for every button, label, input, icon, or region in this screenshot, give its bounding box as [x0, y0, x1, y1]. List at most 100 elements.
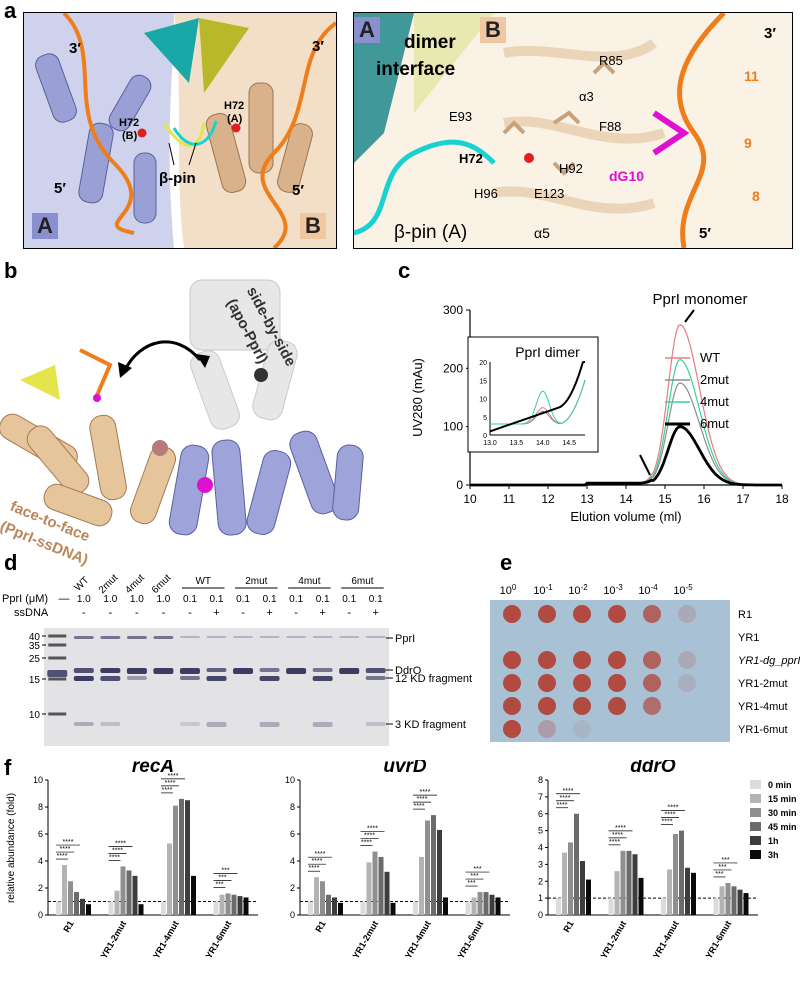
- gel-band: [206, 636, 227, 638]
- strain-label: YR1-4mut: [738, 701, 788, 713]
- group-label: R1: [61, 919, 75, 934]
- alpha5-label: α5: [534, 225, 550, 241]
- sig-stars: ****: [665, 812, 676, 819]
- gel-band: [100, 668, 121, 673]
- sig-stars: ***: [221, 867, 229, 874]
- e123-label: E123: [534, 186, 564, 201]
- gel-band: [179, 676, 200, 680]
- conc-value: 0.1: [342, 594, 356, 605]
- band-label: PprI: [395, 633, 415, 645]
- conc-value: 0.1: [289, 594, 303, 605]
- conc-value: 0.1: [316, 594, 330, 605]
- h72a-label: H72: [224, 100, 244, 112]
- marker-label: 15: [29, 675, 41, 686]
- ssdna-value: +: [373, 607, 379, 619]
- inset-line-6mut: [489, 361, 585, 433]
- f-y-tick-label: 2: [538, 876, 543, 886]
- panel-label-b: b: [4, 258, 18, 283]
- conc-value: 0.1: [369, 594, 383, 605]
- f-y-tick-label: 5: [538, 826, 543, 836]
- colony-spot: [538, 697, 556, 715]
- beta-pin-label: β-pin: [159, 170, 196, 187]
- bar: [219, 894, 225, 915]
- sig-stars: ****: [115, 840, 126, 847]
- bar: [326, 894, 331, 915]
- sig-stars: ****: [112, 847, 123, 854]
- group-header: WT: [73, 575, 92, 594]
- f-y-tick-label: 4: [38, 856, 43, 866]
- bar: [225, 893, 231, 915]
- bar: [314, 877, 319, 915]
- pprI-conc-label: PprI (μM): [2, 593, 48, 605]
- gel-band: [365, 636, 386, 638]
- f-y-tick-label: 3: [538, 859, 543, 869]
- legend-label: 30 min: [768, 808, 797, 818]
- end-5-left-label: 5′: [54, 180, 66, 197]
- spot-assay-svg: 100 10-1 10-2 10-3 10-4 10-5 R1 YR1 YR1-dg_pprI Y…: [490, 583, 800, 742]
- bar: [620, 850, 626, 915]
- sig-stars: ****: [63, 839, 74, 846]
- sig-stars: ****: [367, 826, 378, 833]
- marker-band: [48, 643, 67, 647]
- panel-label-f: f: [4, 755, 12, 780]
- bar: [725, 882, 731, 915]
- bar: [384, 871, 390, 915]
- sig-stars: ****: [609, 839, 620, 846]
- h72-label: H72: [459, 151, 483, 166]
- x-tick-label: 16: [697, 492, 711, 506]
- strain-label: YR1-dg_pprI: [738, 655, 800, 667]
- bar: [673, 834, 678, 915]
- sig-stars: ****: [60, 846, 71, 853]
- bar: [320, 881, 325, 915]
- bar: [413, 901, 418, 915]
- colony-spot: [573, 605, 591, 623]
- gel-band: [153, 668, 174, 674]
- gel-band: [259, 636, 280, 638]
- x-tick-label: 11: [503, 492, 516, 506]
- monomer-annotation: PprI monomer: [652, 291, 747, 308]
- colony-spot: [643, 697, 661, 715]
- group-header: WT: [195, 576, 211, 587]
- strain-label: YR1-2mut: [738, 678, 788, 690]
- bar: [608, 898, 614, 915]
- inset-x-tick-label: 13.0: [483, 440, 497, 447]
- y-tick-label: 200: [443, 361, 463, 375]
- dilution-exponent: -3: [616, 583, 624, 592]
- inset-x-tick-label: 14.0: [536, 440, 550, 447]
- bar: [465, 901, 471, 915]
- bar: [562, 852, 567, 915]
- sig-stars: ****: [168, 773, 179, 780]
- bar: [360, 901, 366, 915]
- bar: [237, 896, 243, 915]
- f-y-tick-label: 4: [538, 843, 543, 853]
- sig-stars: ***: [473, 866, 481, 873]
- bar: [419, 856, 424, 915]
- dilution-label: 10-5: [673, 583, 693, 598]
- end-5-right-label: 5′: [292, 182, 304, 199]
- gel-band: [73, 676, 94, 681]
- x-axis-label: Elution volume (ml): [570, 509, 681, 524]
- conc-value: 1.0: [130, 594, 144, 605]
- gel-band: [100, 676, 121, 681]
- group-header: 4mut: [123, 572, 147, 596]
- spot-assay-panel: 100 10-1 10-2 10-3 10-4 10-5 R1 YR1 YR1-dg_pprI Y…: [484, 570, 800, 750]
- gel-background: [44, 628, 389, 746]
- marker-label: 25: [29, 654, 41, 665]
- gel-band: [259, 668, 280, 672]
- group-label: YR1-4mut: [151, 919, 181, 960]
- bar: [179, 798, 184, 915]
- sig-stars: ****: [668, 805, 679, 812]
- bar: [366, 862, 372, 915]
- gel-band: [100, 722, 121, 726]
- sig-stars: ***: [718, 864, 726, 871]
- conc-value: 0.1: [236, 594, 250, 605]
- bar: [390, 902, 396, 915]
- gel-band: [339, 636, 360, 638]
- bar: [568, 842, 573, 915]
- dilution-label: 10-2: [568, 583, 588, 598]
- gel-band: [126, 668, 147, 674]
- chain-a-badge-right: A: [354, 17, 380, 43]
- expression-charts-svg: recA0246810R1************YR1-2mut*******…: [6, 756, 797, 960]
- dilution-exponent: -1: [546, 583, 554, 592]
- inset-x-tick-label: 14.5: [562, 440, 576, 447]
